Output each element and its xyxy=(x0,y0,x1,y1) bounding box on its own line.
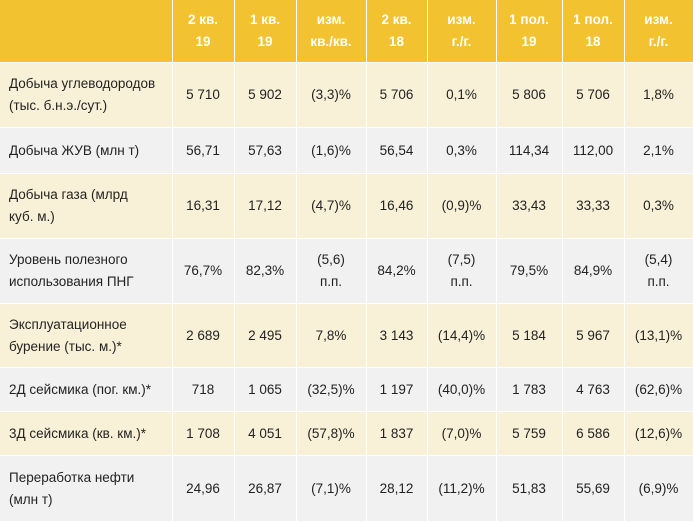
value-cell: (13,1)% xyxy=(624,303,693,368)
header-q2-2019: 2 кв. 19 xyxy=(172,0,235,63)
value-cell: 33,33 xyxy=(562,173,625,239)
value-cell: 114,34 xyxy=(496,127,563,174)
value-cell: 5 967 xyxy=(562,303,625,368)
value-cell: 5 706 xyxy=(562,62,625,128)
value-cell: 84,9% xyxy=(562,238,625,304)
value-cell: 1 837 xyxy=(366,411,428,456)
value-cell: 5 706 xyxy=(366,62,428,128)
value-cell: (7,0)% xyxy=(427,411,497,456)
header-q1-2019: 1 кв. 19 xyxy=(234,0,297,63)
row-label: Уровень полезного использования ПНГ xyxy=(0,238,173,304)
value-cell: 5 184 xyxy=(496,303,563,368)
value-cell: 4 763 xyxy=(562,367,625,412)
value-cell: 82,3% xyxy=(234,238,297,304)
value-cell: 76,7% xyxy=(172,238,235,304)
value-cell: 1 708 xyxy=(172,411,235,456)
value-cell: 16,46 xyxy=(366,173,428,239)
header-q2-2018: 2 кв. 18 xyxy=(366,0,428,63)
value-cell: 5 902 xyxy=(234,62,297,128)
value-cell: 1 197 xyxy=(366,367,428,412)
value-cell: 84,2% xyxy=(366,238,428,304)
value-cell: 17,12 xyxy=(234,173,297,239)
value-cell: (14,4)% xyxy=(427,303,497,368)
value-cell: 24,96 xyxy=(172,455,235,522)
value-cell: 28,12 xyxy=(366,455,428,522)
table-row: Добыча углеводородов (тыс. б.н.э./сут.) 5… xyxy=(0,62,693,128)
row-label: Переработка нефти (млн т) xyxy=(0,455,173,522)
header-h1-2019: 1 пол. 19 xyxy=(496,0,563,63)
table-row: Добыча газа (млрд куб. м.) 16,31 17,12 (4… xyxy=(0,173,693,239)
value-cell: (5,6) п.п. xyxy=(296,238,367,304)
value-cell: 26,87 xyxy=(234,455,297,522)
value-cell: 56,71 xyxy=(172,127,235,174)
value-cell: (12,6)% xyxy=(624,411,693,456)
row-label: Добыча газа (млрд куб. м.) xyxy=(0,173,173,239)
header-h1-2018: 1 пол. 18 xyxy=(562,0,625,63)
header-label-cell xyxy=(0,0,173,63)
value-cell: 1,8% xyxy=(624,62,693,128)
value-cell: (62,6)% xyxy=(624,367,693,412)
table-row: 2Д сейсмика (пог. км.)* 718 1 065 (32,5)… xyxy=(0,367,693,412)
value-cell: 7,8% xyxy=(296,303,367,368)
value-cell: 51,83 xyxy=(496,455,563,522)
table-row: Переработка нефти (млн т) 24,96 26,87 (7,… xyxy=(0,455,693,522)
value-cell: 56,54 xyxy=(366,127,428,174)
row-label: Эксплуатационное бурение (тыс. м.)* xyxy=(0,303,173,368)
value-cell: 2 495 xyxy=(234,303,297,368)
table-row: Эксплуатационное бурение (тыс. м.)* 2 689… xyxy=(0,303,693,368)
value-cell: 0,3% xyxy=(427,127,497,174)
value-cell: 55,69 xyxy=(562,455,625,522)
row-label: 2Д сейсмика (пог. км.)* xyxy=(0,367,173,412)
value-cell: (1,6)% xyxy=(296,127,367,174)
table-row: Уровень полезного использования ПНГ 76,7%… xyxy=(0,238,693,304)
table-row: Добыча ЖУВ (млн т) 56,71 57,63 (1,6)% 56… xyxy=(0,127,693,174)
value-cell: (4,7)% xyxy=(296,173,367,239)
value-cell: (40,0)% xyxy=(427,367,497,412)
value-cell: 16,31 xyxy=(172,173,235,239)
value-cell: 5 710 xyxy=(172,62,235,128)
row-label: 3Д сейсмика (кв. км.)* xyxy=(0,411,173,456)
value-cell: 57,63 xyxy=(234,127,297,174)
value-cell: 1 783 xyxy=(496,367,563,412)
row-label: Добыча ЖУВ (млн т) xyxy=(0,127,173,174)
value-cell: (32,5)% xyxy=(296,367,367,412)
value-cell: 718 xyxy=(172,367,235,412)
value-cell: (3,3)% xyxy=(296,62,367,128)
value-cell: 5 759 xyxy=(496,411,563,456)
value-cell: 112,00 xyxy=(562,127,625,174)
value-cell: 1 065 xyxy=(234,367,297,412)
value-cell: (57,8)% xyxy=(296,411,367,456)
value-cell: (6,9)% xyxy=(624,455,693,522)
value-cell: (5,4) п.п. xyxy=(624,238,693,304)
row-label: Добыча углеводородов (тыс. б.н.э./сут.) xyxy=(0,62,173,128)
value-cell: (7,1)% xyxy=(296,455,367,522)
value-cell: 2,1% xyxy=(624,127,693,174)
value-cell: 6 586 xyxy=(562,411,625,456)
value-cell: 0,3% xyxy=(624,173,693,239)
value-cell: (0,9)% xyxy=(427,173,497,239)
header-change-qoq: изм. кв./кв. xyxy=(296,0,367,63)
value-cell: 3 143 xyxy=(366,303,428,368)
header-change-yoy: изм. г./г. xyxy=(427,0,497,63)
value-cell: 2 689 xyxy=(172,303,235,368)
value-cell: (7,5) п.п. xyxy=(427,238,497,304)
header-row: 2 кв. 19 1 кв. 19 изм. кв./кв. 2 кв. 18 изм.… xyxy=(0,0,693,63)
value-cell: 4 051 xyxy=(234,411,297,456)
value-cell: 33,43 xyxy=(496,173,563,239)
value-cell: 0,1% xyxy=(427,62,497,128)
table-row: 3Д сейсмика (кв. км.)* 1 708 4 051 (57,8… xyxy=(0,411,693,456)
value-cell: 79,5% xyxy=(496,238,563,304)
value-cell: (11,2)% xyxy=(427,455,497,522)
header-change-yoy-h1: изм. г./г. xyxy=(624,0,693,63)
value-cell: 5 806 xyxy=(496,62,563,128)
